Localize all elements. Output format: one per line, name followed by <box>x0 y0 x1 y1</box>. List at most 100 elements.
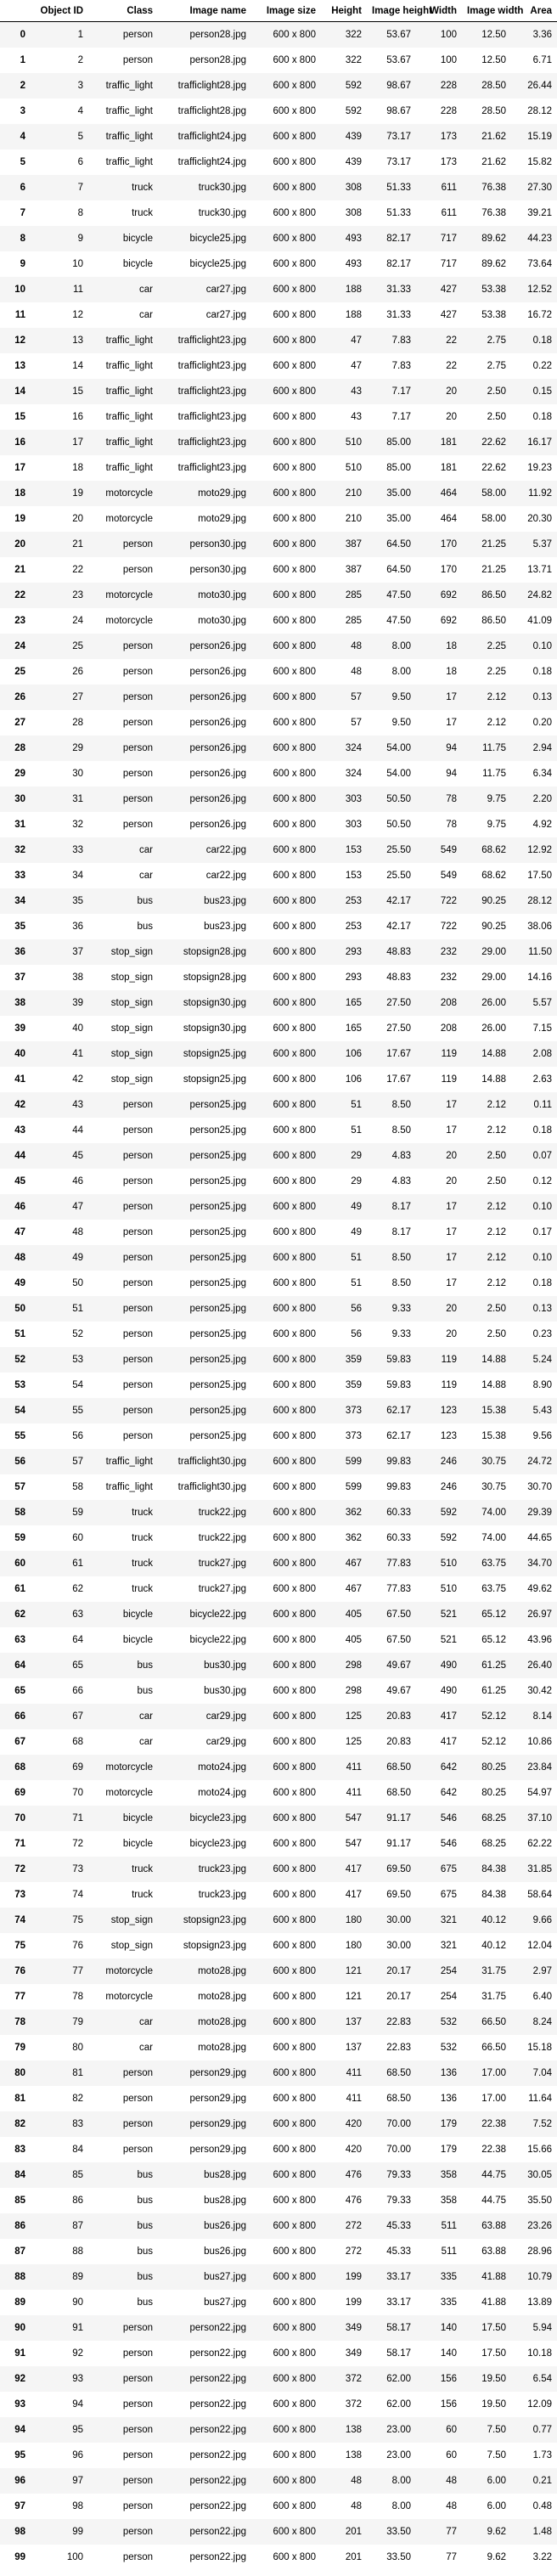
area-cell: 28.96 <box>527 2246 552 2257</box>
image-name-cell: trafficlight23.jpg <box>158 379 251 404</box>
image-size-cell: 600 x 800 <box>273 55 316 65</box>
column-header-class: Class <box>88 0 158 22</box>
object-id-cell: 79 <box>31 2010 88 2035</box>
image-width-cell: 11.75 <box>482 769 506 779</box>
image-width-cell: 53.38 <box>481 310 506 320</box>
row-index: 95 <box>14 2450 25 2460</box>
table-row: 34 35 bus bus23.jpg 600 x 800 253 42.17 722 90.2… <box>0 888 557 914</box>
object-id-cell: 76 <box>72 1941 83 1951</box>
height-cell: 372 <box>321 2366 367 2392</box>
width-cell: 232 <box>416 939 462 965</box>
table-row: 39 40 stop_sign stopsign30.jpg 600 x 800 165 2… <box>0 1016 557 1041</box>
width-cell: 490 <box>416 1653 462 1678</box>
image-height-cell: 98.67 <box>367 73 416 99</box>
row-index: 56 <box>0 1449 31 1474</box>
class-cell: traffic_light <box>105 361 153 371</box>
class-cell: car <box>139 2043 153 2053</box>
image-width-cell: 22.62 <box>462 430 511 455</box>
class-cell: bus <box>88 2213 158 2239</box>
image-size-cell: 600 x 800 <box>273 1023 316 1034</box>
width-cell: 521 <box>440 1635 457 1645</box>
class-cell: car <box>139 1737 153 1747</box>
image-width-cell: 22.62 <box>481 463 506 473</box>
image-width-cell: 40.12 <box>481 1941 506 1951</box>
row-index: 66 <box>0 1704 31 1729</box>
column-header-height: Height <box>321 0 367 22</box>
area-cell: 15.18 <box>527 2043 552 2053</box>
width-cell: 17 <box>416 685 462 710</box>
width-cell: 549 <box>416 837 462 863</box>
height-cell: 272 <box>345 2246 362 2257</box>
table-row: 53 54 person person25.jpg 600 x 800 359 59.83 1… <box>0 1373 557 1398</box>
image-width-cell: 12.50 <box>462 21 511 48</box>
image-name-cell: person25.jpg <box>189 1380 247 1390</box>
image-width-cell: 2.12 <box>487 1227 506 1237</box>
area-cell: 0.13 <box>511 685 557 710</box>
object-id-cell: 3 <box>31 73 88 99</box>
width-cell: 592 <box>440 1533 457 1543</box>
image-height-cell: 59.83 <box>386 1380 411 1390</box>
area-cell: 13.71 <box>527 565 552 575</box>
image-size-cell: 600 x 800 <box>251 736 321 761</box>
row-index: 42 <box>0 1092 31 1118</box>
image-size-cell: 600 x 800 <box>251 1959 321 1984</box>
image-name-cell: truck30.jpg <box>158 175 251 200</box>
image-width-cell: 80.25 <box>462 1755 511 1780</box>
class-cell: person <box>122 1278 153 1288</box>
height-cell: 153 <box>345 871 362 881</box>
image-width-cell: 84.38 <box>481 1890 506 1900</box>
area-cell: 15.19 <box>511 124 557 149</box>
image-name-cell: person22.jpg <box>158 2366 251 2392</box>
width-cell: 179 <box>440 2145 457 2155</box>
height-cell: 417 <box>321 1857 367 1882</box>
row-index: 96 <box>0 2468 31 2494</box>
width-cell: 321 <box>416 1908 462 1933</box>
area-cell: 23.84 <box>511 1755 557 1780</box>
image-size-cell: 600 x 800 <box>273 1278 316 1288</box>
image-height-cell: 7.17 <box>391 412 411 422</box>
image-width-cell: 2.50 <box>487 1176 506 1187</box>
object-id-cell: 16 <box>72 412 83 422</box>
image-width-cell: 29.00 <box>481 972 506 983</box>
object-id-cell: 6 <box>77 157 83 167</box>
table-row: 41 42 stop_sign stopsign25.jpg 600 x 800 106 1… <box>0 1067 557 1092</box>
row-index: 4 <box>0 124 31 149</box>
image-height-cell: 42.17 <box>386 922 411 932</box>
table-row: 94 95 person person22.jpg 600 x 800 138 23.00 6… <box>0 2417 557 2443</box>
table-row: 67 68 car car29.jpg 600 x 800 125 20.83 417 52.1… <box>0 1729 557 1755</box>
image-width-cell: 90.25 <box>481 922 506 932</box>
class-cell: motorcycle <box>88 1959 158 1984</box>
width-cell: 427 <box>440 310 457 320</box>
table-row: 74 75 stop_sign stopsign23.jpg 600 x 800 180 3… <box>0 1908 557 1933</box>
column-header-object-id: Object ID <box>31 0 88 22</box>
table-row: 99 100 person person22.jpg 600 x 800 201 33.50… <box>0 2545 557 2570</box>
width-cell: 675 <box>440 1890 457 1900</box>
image-size-cell: 600 x 800 <box>273 2043 316 2053</box>
object-id-cell: 87 <box>31 2213 88 2239</box>
object-id-cell: 19 <box>31 481 88 506</box>
image-size-cell: 600 x 800 <box>251 1041 321 1067</box>
image-width-cell: 7.50 <box>462 2417 511 2443</box>
table-row: 17 18 traffic_light trafficlight23.jpg 600 x… <box>0 455 557 481</box>
height-cell: 56 <box>351 1329 362 1339</box>
row-index: 50 <box>0 1296 31 1322</box>
width-cell: 254 <box>416 1959 462 1984</box>
image-height-cell: 30.00 <box>367 1908 416 1933</box>
table-row: 44 45 person person25.jpg 600 x 800 29 4.83 20 2… <box>0 1143 557 1169</box>
class-cell: car <box>88 277 158 302</box>
row-index: 59 <box>14 1533 25 1543</box>
object-id-cell: 15 <box>31 379 88 404</box>
height-cell: 405 <box>345 1635 362 1645</box>
image-height-cell: 50.50 <box>367 786 416 812</box>
image-width-cell: 2.12 <box>462 1194 511 1220</box>
area-cell: 24.82 <box>511 583 557 608</box>
image-height-cell: 47.50 <box>386 616 411 626</box>
image-width-cell: 15.38 <box>462 1398 511 1423</box>
class-cell: truck <box>88 1500 158 1525</box>
image-height-cell: 4.83 <box>391 1176 411 1187</box>
table-row: 43 44 person person25.jpg 600 x 800 51 8.50 17 2… <box>0 1118 557 1143</box>
object-id-cell: 53 <box>31 1347 88 1373</box>
image-height-cell: 91.17 <box>386 1839 411 1849</box>
image-size-cell: 600 x 800 <box>273 1992 316 2002</box>
image-name-cell: person26.jpg <box>189 667 247 677</box>
